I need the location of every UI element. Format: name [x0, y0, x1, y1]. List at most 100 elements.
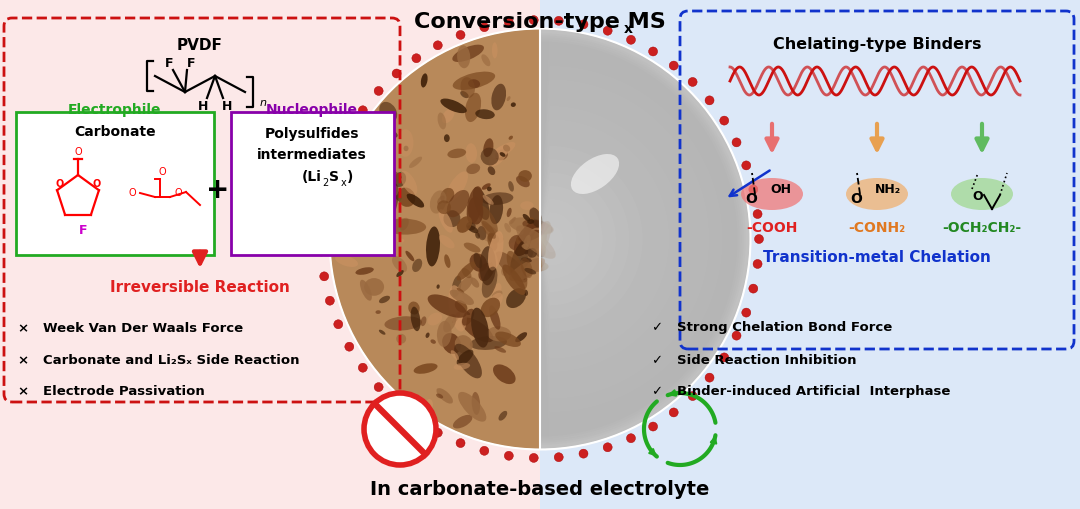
Ellipse shape: [478, 263, 492, 281]
Ellipse shape: [413, 259, 422, 272]
Ellipse shape: [455, 305, 461, 310]
Ellipse shape: [846, 179, 908, 211]
Ellipse shape: [384, 128, 392, 136]
Text: O: O: [745, 191, 757, 206]
Ellipse shape: [527, 220, 535, 224]
Circle shape: [345, 128, 354, 136]
Ellipse shape: [468, 226, 478, 234]
Polygon shape: [540, 67, 723, 412]
Ellipse shape: [426, 399, 433, 411]
Ellipse shape: [492, 43, 498, 60]
Text: Irreversible Reaction: Irreversible Reaction: [110, 280, 289, 295]
Polygon shape: [540, 160, 630, 319]
Text: O: O: [973, 189, 983, 202]
Text: (Li: (Li: [302, 169, 322, 184]
Ellipse shape: [397, 239, 404, 243]
Ellipse shape: [447, 190, 470, 218]
Ellipse shape: [442, 333, 461, 354]
Ellipse shape: [451, 276, 461, 298]
Ellipse shape: [436, 394, 443, 399]
Text: OH: OH: [770, 183, 791, 196]
Ellipse shape: [495, 150, 508, 161]
Circle shape: [392, 400, 401, 409]
Circle shape: [649, 48, 658, 57]
Ellipse shape: [504, 223, 511, 233]
Text: -CONH₂: -CONH₂: [849, 220, 905, 235]
Ellipse shape: [483, 139, 494, 158]
Circle shape: [316, 222, 326, 232]
Ellipse shape: [355, 268, 374, 275]
Circle shape: [325, 174, 335, 182]
Ellipse shape: [448, 286, 467, 332]
Circle shape: [334, 320, 342, 329]
Text: F: F: [79, 223, 87, 236]
Circle shape: [626, 434, 635, 443]
Ellipse shape: [392, 257, 407, 273]
Polygon shape: [540, 120, 670, 359]
Ellipse shape: [527, 230, 546, 250]
Ellipse shape: [509, 136, 513, 140]
Ellipse shape: [483, 195, 494, 205]
Polygon shape: [540, 107, 683, 372]
Circle shape: [529, 454, 538, 463]
Ellipse shape: [509, 218, 554, 236]
Text: O: O: [55, 179, 64, 189]
Circle shape: [603, 27, 612, 36]
Ellipse shape: [436, 285, 440, 289]
Text: Conversion-type MS: Conversion-type MS: [414, 12, 666, 32]
Ellipse shape: [461, 318, 494, 343]
Circle shape: [705, 374, 714, 382]
Ellipse shape: [528, 221, 551, 264]
Ellipse shape: [510, 217, 516, 224]
Ellipse shape: [438, 210, 453, 233]
Ellipse shape: [379, 330, 386, 335]
Ellipse shape: [426, 333, 430, 338]
Ellipse shape: [400, 218, 409, 231]
Ellipse shape: [518, 231, 542, 242]
Ellipse shape: [509, 182, 514, 192]
Ellipse shape: [522, 244, 543, 252]
Ellipse shape: [467, 164, 481, 175]
Text: -COOH: -COOH: [746, 220, 798, 235]
Ellipse shape: [442, 109, 455, 124]
Ellipse shape: [517, 239, 536, 257]
Circle shape: [320, 272, 328, 281]
Ellipse shape: [510, 236, 536, 275]
Ellipse shape: [373, 230, 379, 235]
Ellipse shape: [571, 155, 619, 194]
Ellipse shape: [430, 191, 447, 214]
Circle shape: [364, 393, 436, 465]
Ellipse shape: [509, 259, 545, 281]
Ellipse shape: [401, 172, 417, 195]
Ellipse shape: [527, 221, 544, 239]
Ellipse shape: [441, 188, 455, 204]
Ellipse shape: [455, 300, 468, 313]
Ellipse shape: [396, 334, 406, 344]
Text: S: S: [329, 169, 339, 184]
Ellipse shape: [454, 344, 482, 379]
Ellipse shape: [510, 260, 549, 273]
Ellipse shape: [499, 411, 508, 421]
Ellipse shape: [465, 94, 481, 123]
Ellipse shape: [503, 146, 510, 152]
Ellipse shape: [492, 291, 502, 299]
Circle shape: [705, 97, 714, 106]
Ellipse shape: [453, 415, 472, 429]
Ellipse shape: [395, 195, 402, 202]
Ellipse shape: [482, 184, 490, 190]
Text: ✓   Side Reaction Inhibition: ✓ Side Reaction Inhibition: [652, 353, 856, 366]
Text: H: H: [198, 100, 208, 114]
Circle shape: [670, 62, 678, 71]
Ellipse shape: [460, 92, 469, 99]
Ellipse shape: [386, 171, 402, 180]
Ellipse shape: [515, 332, 527, 343]
Ellipse shape: [487, 327, 511, 342]
Ellipse shape: [523, 214, 530, 222]
Ellipse shape: [428, 295, 467, 318]
Ellipse shape: [414, 363, 437, 374]
Ellipse shape: [529, 218, 534, 221]
Text: ×   Electrode Passivation: × Electrode Passivation: [18, 385, 205, 398]
Text: ×   Carbonate and Li₂Sₓ Side Reaction: × Carbonate and Li₂Sₓ Side Reaction: [18, 353, 299, 366]
Text: +: +: [206, 176, 230, 204]
Text: Chelating-type Binders: Chelating-type Binders: [773, 38, 982, 52]
